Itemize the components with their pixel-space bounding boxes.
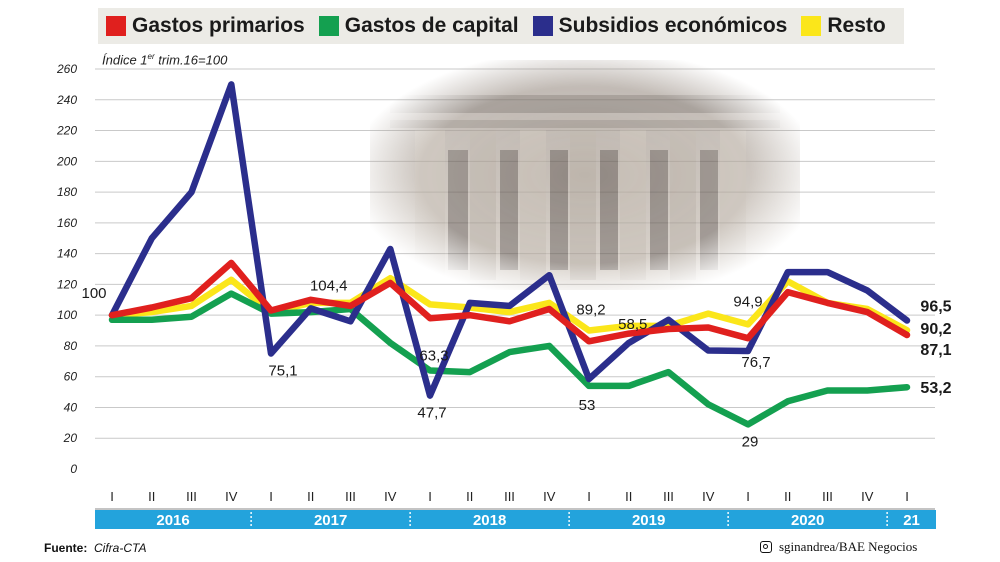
year-label: 21 <box>903 512 920 529</box>
data-label: 89,2 <box>576 302 605 319</box>
legend-label-2: Subsidios económicos <box>558 14 788 37</box>
y-tick-label: 160 <box>57 216 77 230</box>
x-tick-label: I <box>587 489 591 504</box>
y-axis-note: Índice 1er trim.16=100 <box>102 52 227 67</box>
x-tick-label: IV <box>543 489 556 504</box>
x-tick-label: II <box>148 489 155 504</box>
legend-swatch-1 <box>318 16 339 36</box>
x-tick-label: III <box>186 489 197 504</box>
x-tick-label: IV <box>861 489 874 504</box>
x-tick-label: I <box>428 489 432 504</box>
data-label: 53,2 <box>920 380 951 397</box>
y-tick-label: 120 <box>57 277 77 291</box>
index-note-suffix: trim.16=100 <box>154 52 228 68</box>
x-tick-label: II <box>625 489 632 504</box>
series-line <box>108 290 911 428</box>
data-label: 47,7 <box>417 405 446 422</box>
legend-label-3: Resto <box>827 14 886 37</box>
x-tick-label: I <box>905 489 909 504</box>
legend-label-1: Gastos de capital <box>344 14 519 37</box>
building-photo <box>370 60 800 290</box>
data-label: 75,1 <box>268 362 297 379</box>
data-label: 87,1 <box>920 342 951 359</box>
x-tick-label: I <box>269 489 273 504</box>
index-note-prefix: Índice 1 <box>102 52 148 68</box>
x-tick-label: II <box>466 489 473 504</box>
legend-label-0: Gastos primarios <box>132 14 305 37</box>
y-tick-label: 200 <box>56 154 77 168</box>
data-label: 58,5 <box>618 316 647 333</box>
legend-item-1: Gastos de capital <box>318 14 519 38</box>
data-label: 53 <box>579 397 596 414</box>
y-tick-label: 220 <box>56 124 77 138</box>
legend-item-3: Resto <box>801 14 886 38</box>
series-line <box>108 81 911 399</box>
data-label: 104,4 <box>310 277 348 294</box>
legend-swatch-2 <box>532 16 553 36</box>
y-tick-label: 140 <box>57 247 77 261</box>
data-label: 94,9 <box>733 293 762 310</box>
y-tick-label: 40 <box>64 400 78 414</box>
instagram-icon <box>760 541 772 553</box>
y-tick-label: 260 <box>56 62 77 76</box>
y-tick-label: 60 <box>64 370 78 384</box>
y-axis: 0 20 40 60 80 100 120 140 160 180 200 220 240 260 <box>56 62 77 476</box>
data-label: 63,3 <box>419 348 448 365</box>
year-label: 2018 <box>473 512 506 529</box>
x-tick-label: IV <box>225 489 238 504</box>
x-axis: I II III IV I II III IV I II III IV I II III IV I II III IV… <box>95 489 936 529</box>
y-tick-label: 180 <box>57 185 77 199</box>
footer-source: Fuente: Cifra-CTA <box>44 541 146 555</box>
x-tick-label: II <box>307 489 314 504</box>
year-label: 2016 <box>156 512 189 529</box>
legend-swatch-0 <box>106 16 126 36</box>
x-tick-label: I <box>110 489 114 504</box>
data-label: 76,7 <box>741 354 770 371</box>
legend-item-2: Subsidios económicos <box>532 14 788 38</box>
data-label: 96,5 <box>920 299 951 316</box>
x-tick-label: II <box>784 489 791 504</box>
source-value: Cifra-CTA <box>94 541 147 555</box>
year-label: 2020 <box>791 512 824 529</box>
y-tick-label: 100 <box>57 308 77 322</box>
data-labels: 100 104,4 75,1 63,3 47,7 89,2 58,5 53 94,9 76,7 29… <box>81 277 951 450</box>
year-label: 2019 <box>632 512 665 529</box>
x-tick-label: III <box>822 489 833 504</box>
index-note-sup: er <box>147 52 155 61</box>
data-label: 100 <box>81 285 106 302</box>
credit-text: sginandrea/BAE Negocios <box>779 539 918 554</box>
year-band <box>95 510 936 529</box>
legend-swatch-3 <box>801 16 822 36</box>
legend-item-0: Gastos primarios <box>106 14 305 38</box>
y-tick-label: 20 <box>63 431 78 445</box>
data-label: 29 <box>742 433 759 450</box>
y-tick-label: 0 <box>70 462 77 476</box>
legend: Gastos primarios Gastos de capital Subsi… <box>98 8 904 44</box>
y-tick-label: 240 <box>56 93 77 107</box>
x-tick-label: I <box>746 489 750 504</box>
series-lines <box>108 81 911 428</box>
footer-credit: sginandrea/BAE Negocios <box>760 539 917 555</box>
x-tick-label: IV <box>384 489 397 504</box>
source-label: Fuente: <box>44 541 88 555</box>
x-tick-label: IV <box>702 489 715 504</box>
x-tick-label: III <box>504 489 515 504</box>
data-label: 90,2 <box>920 321 951 338</box>
y-tick-label: 80 <box>64 339 78 353</box>
series-line <box>108 259 911 345</box>
x-tick-label: III <box>663 489 674 504</box>
year-label: 2017 <box>314 512 347 529</box>
x-tick-label: III <box>345 489 356 504</box>
